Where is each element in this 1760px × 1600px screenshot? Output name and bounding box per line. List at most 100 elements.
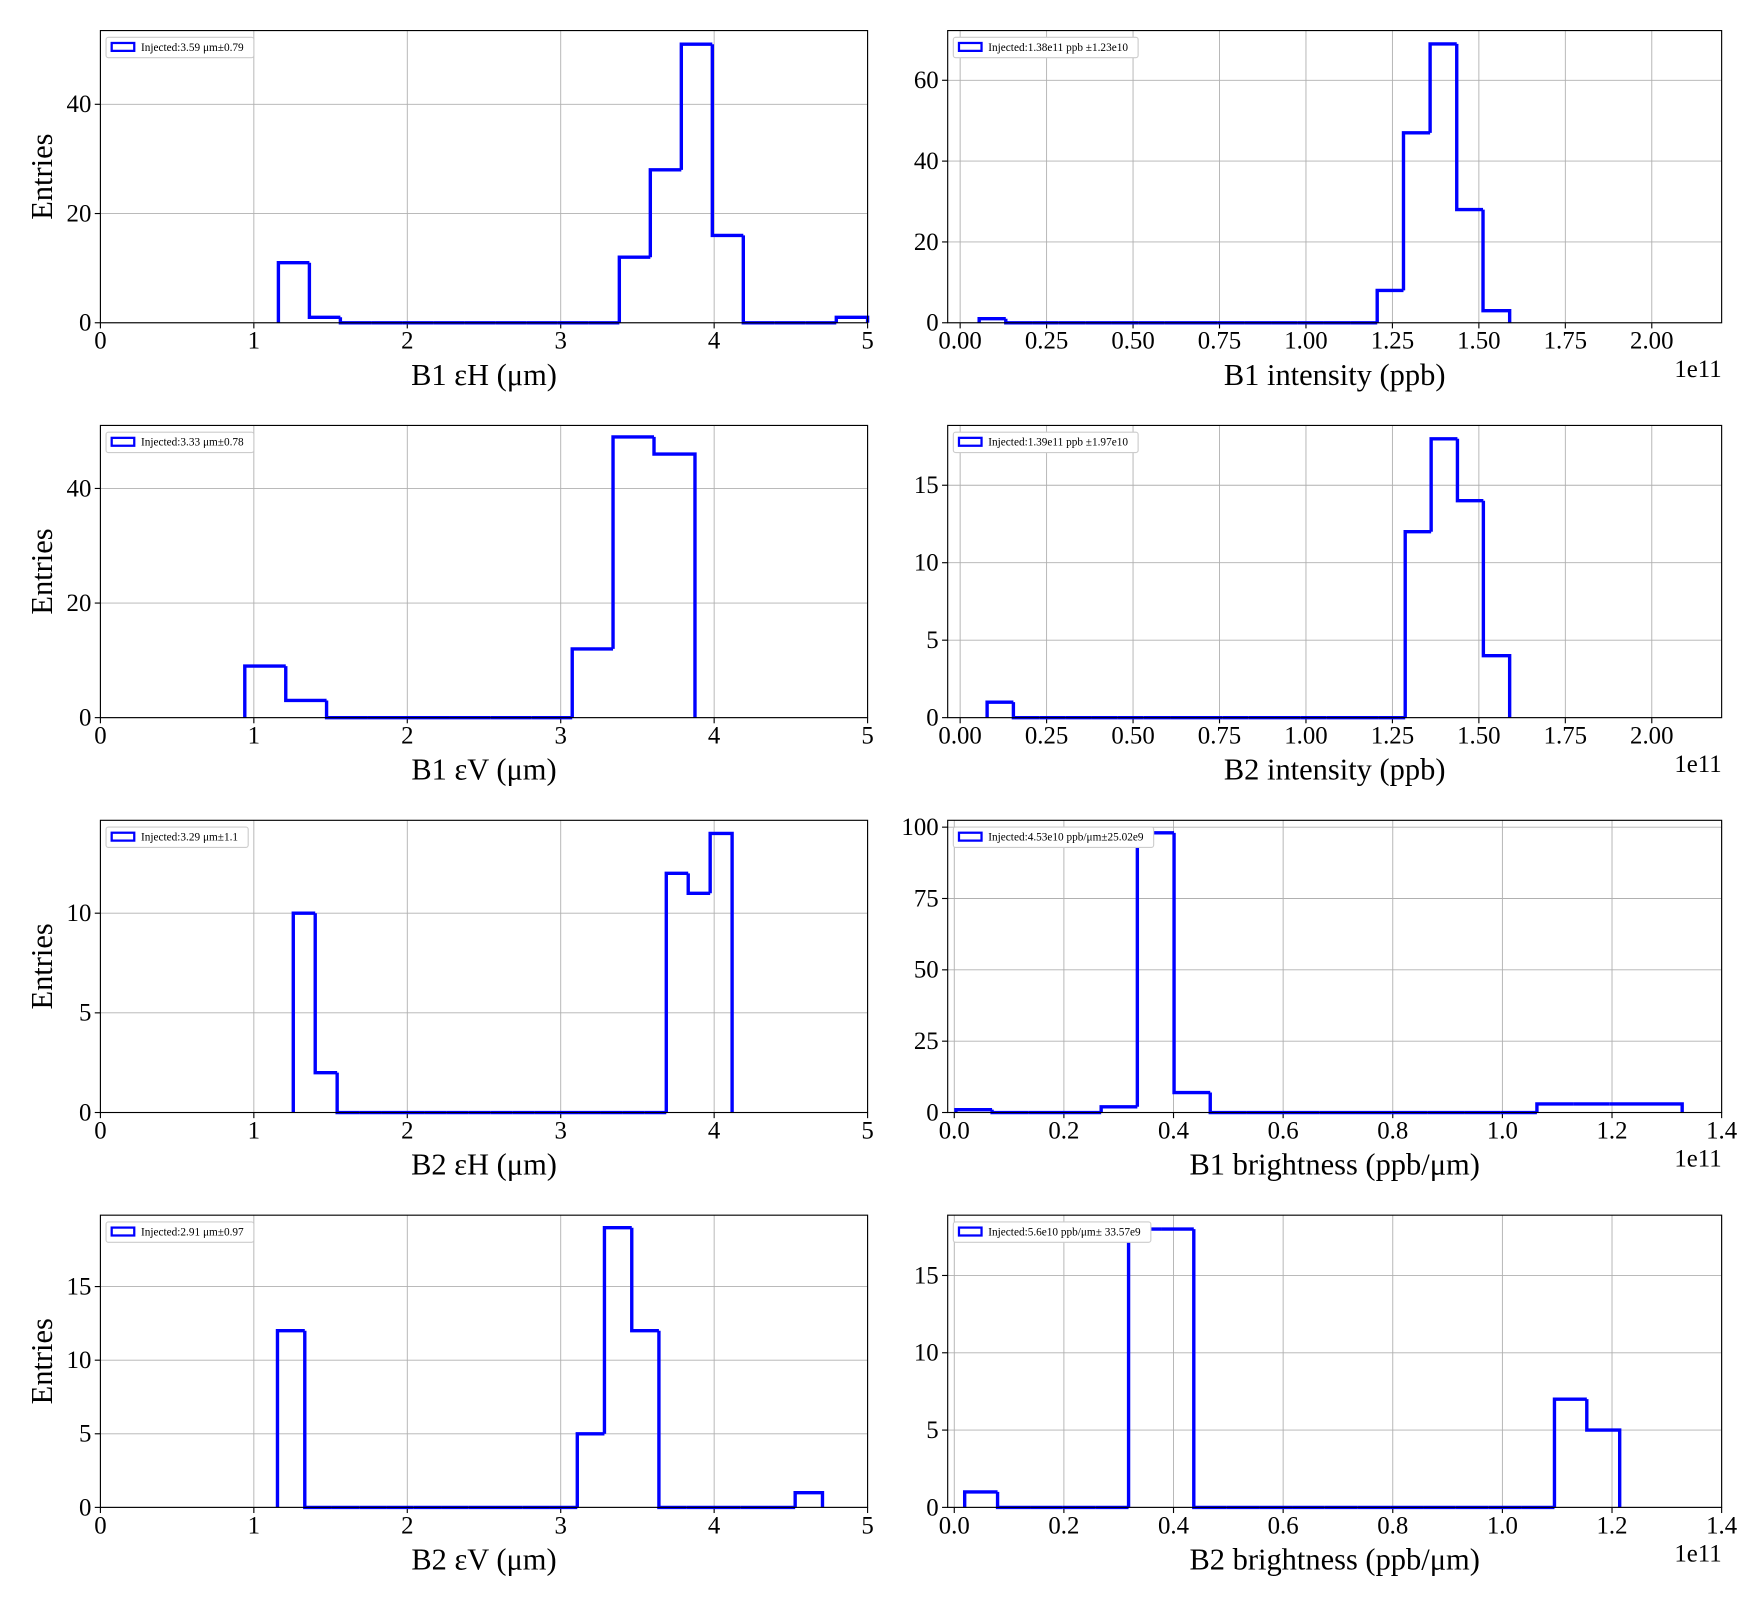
x-tick-label: 1.75: [1544, 328, 1587, 355]
histogram-step: [954, 1107, 993, 1113]
histogram-step: [985, 700, 1014, 718]
x-tick-label: 2.00: [1630, 328, 1673, 355]
x-tick-label: 0.2: [1048, 1117, 1079, 1144]
histogram-step: [1192, 1229, 1227, 1510]
x-tick-label: 0.0: [939, 1512, 970, 1539]
subplot: 0.00 0.25 0.50 0.75 1.00 1.25 1.50 1.75 2.00 0 5 10…: [914, 424, 1723, 787]
x-tick-label: 1.00: [1284, 328, 1327, 355]
y-tick-label: 0: [926, 1494, 938, 1521]
histogram-step: [686, 873, 711, 895]
subplot: 0.00 0.25 0.50 0.75 1.00 1.25 1.50 1.75 2.00 0 20 4…: [914, 30, 1723, 392]
x-tick-label: 0.4: [1158, 1117, 1190, 1144]
x-axis-label: B2 εV (μm): [411, 1542, 556, 1576]
histogram-step: [977, 317, 1006, 323]
y-tick-label: 10: [67, 900, 92, 927]
axes-frame: [947, 1214, 1723, 1508]
legend: Injected:2.91 μm±0.97: [105, 1221, 255, 1243]
histogram-step: [834, 315, 870, 323]
x-offset-label: 1e11: [1674, 751, 1721, 778]
histogram-step: [657, 1330, 687, 1510]
x-offset-label: 1e11: [1674, 1146, 1721, 1173]
y-tick-label: 20: [914, 229, 939, 256]
x-tick-label: 2: [401, 723, 413, 750]
y-tick-label: 0: [79, 310, 91, 337]
y-axis-label: Entries: [25, 923, 59, 1009]
y-tick-label: 15: [914, 1262, 939, 1289]
x-tick-label: 0: [94, 1512, 106, 1539]
histogram-step: [243, 664, 286, 718]
histogram-step: [1126, 1227, 1162, 1508]
histogram-step: [962, 1490, 998, 1508]
subplot: 0 1 2 3 4 5 0 5 10 15 B2 εV (μm) Entries Injected:2.…: [25, 1214, 874, 1576]
histogram-step: [284, 666, 327, 703]
x-tick-label: 1.25: [1371, 328, 1414, 355]
histogram-step: [1208, 1092, 1247, 1115]
y-tick-label: 15: [67, 1273, 92, 1300]
y-tick-label: 0: [926, 705, 938, 732]
y-tick-label: 60: [914, 67, 939, 94]
x-offset-label: 1e11: [1674, 1541, 1721, 1568]
x-tick-label: 1: [248, 328, 260, 355]
histogram-step: [338, 317, 372, 325]
legend-frame: [952, 36, 1139, 59]
histogram-step: [1172, 832, 1211, 1095]
x-tick-label: 2: [401, 1117, 413, 1144]
legend-swatch: [110, 436, 136, 447]
y-tick-label: 5: [926, 627, 938, 654]
y-tick-label: 100: [901, 814, 938, 841]
subplot: 0.0 0.2 0.4 0.6 0.8 1.0 1.2 1.4 0 5 10 15 B2 brightn…: [914, 1214, 1738, 1576]
x-tick-label: 4: [708, 1117, 721, 1144]
histogram-step: [1645, 1102, 1684, 1113]
histogram-step: [664, 871, 689, 1113]
x-axis-label: B2 brightness (ppb/μm): [1189, 1542, 1479, 1576]
x-tick-label: 0.8: [1377, 1117, 1408, 1144]
axes-frame: [947, 424, 1723, 719]
axes-frame: [99, 30, 869, 324]
legend-label: Injected:1.38e11 ppb ±1.23e10: [988, 42, 1128, 54]
legend: Injected:1.38e11 ppb ±1.23e10: [952, 36, 1139, 59]
x-tick-label: 2: [401, 1512, 413, 1539]
x-axis-label: B1 εV (μm): [411, 753, 556, 787]
y-axis-label: Entries: [25, 1318, 59, 1404]
x-tick-label: 3: [555, 1117, 567, 1144]
y-tick-label: 25: [914, 1028, 939, 1055]
x-axis-label: B1 εH (μm): [411, 358, 557, 392]
histogram-step: [1535, 1102, 1574, 1113]
legend-swatch: [957, 436, 983, 447]
histogram-step: [741, 235, 775, 325]
histogram-step: [303, 1330, 332, 1510]
legend-swatch: [110, 1226, 136, 1237]
axes-frame: [947, 819, 1723, 1114]
histogram-step: [313, 913, 338, 1075]
legend: Injected:3.59 μm±0.79: [105, 36, 255, 59]
histogram-step: [602, 1225, 632, 1434]
x-tick-label: 0.00: [938, 328, 981, 355]
histogram-step: [324, 700, 368, 720]
y-tick-label: 75: [914, 885, 939, 912]
histogram-step: [1011, 702, 1040, 720]
x-tick-label: 0.6: [1268, 1117, 1299, 1144]
axes-frame: [947, 30, 1723, 324]
y-tick-label: 0: [926, 1099, 938, 1126]
legend-swatch: [110, 831, 136, 842]
histogram-step: [611, 435, 655, 649]
x-tick-label: 1.4: [1706, 1117, 1738, 1144]
x-tick-label: 1: [248, 1117, 260, 1144]
x-tick-label: 1.50: [1457, 723, 1500, 750]
legend-label: Injected:3.29 μm±1.1: [141, 832, 238, 844]
histogram-step: [652, 436, 697, 718]
histogram-step: [793, 1490, 825, 1508]
y-tick-label: 10: [914, 1340, 939, 1367]
legend-frame: [952, 431, 1139, 454]
histogram-step: [276, 260, 310, 323]
histogram-step: [1585, 1399, 1622, 1508]
x-tick-label: 4: [708, 1512, 721, 1539]
legend-swatch: [957, 41, 983, 53]
y-tick-label: 50: [914, 957, 939, 984]
x-tick-label: 0.75: [1198, 328, 1241, 355]
histogram-step: [1428, 42, 1457, 133]
histogram-step: [1455, 43, 1484, 212]
histogram-step: [1481, 209, 1512, 323]
y-tick-label: 5: [79, 1421, 91, 1448]
